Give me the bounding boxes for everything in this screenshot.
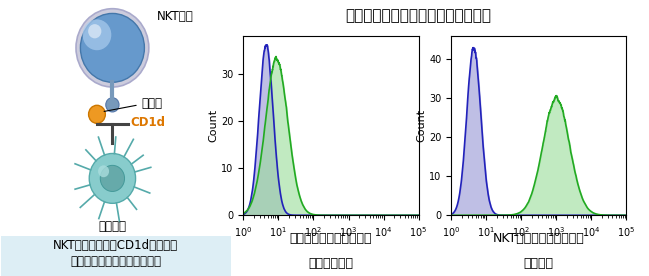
Circle shape	[82, 19, 112, 50]
Circle shape	[98, 165, 109, 177]
Text: CD1d: CD1d	[130, 116, 165, 129]
Y-axis label: Count: Count	[416, 109, 426, 142]
Text: 樹状細胞: 樹状細胞	[524, 257, 554, 270]
Circle shape	[100, 165, 125, 192]
Text: する樹状細胞: する樹状細胞	[308, 257, 354, 270]
Text: NKT細胞治療で使用する: NKT細胞治療で使用する	[493, 232, 585, 245]
Text: NKT細胞: NKT細胞	[157, 10, 194, 23]
Circle shape	[80, 14, 144, 82]
Text: 当院で使用する樹状細胞の使い分け: 当院で使用する樹状細胞の使い分け	[346, 8, 491, 23]
Text: 樹状細胞を用いることが重要: 樹状細胞を用いることが重要	[70, 255, 161, 268]
Circle shape	[76, 9, 149, 87]
Circle shape	[106, 98, 119, 112]
Text: 樹状細胞ワクチンで使用: 樹状細胞ワクチンで使用	[289, 232, 373, 245]
Circle shape	[90, 153, 136, 203]
Circle shape	[88, 24, 101, 38]
Text: 糖脂質: 糖脂質	[141, 97, 162, 110]
Text: NKT細胞療法ではCD1dを出した: NKT細胞療法ではCD1dを出した	[53, 239, 178, 252]
Y-axis label: Count: Count	[208, 109, 219, 142]
Text: 樹状細胞: 樹状細胞	[99, 220, 127, 233]
Circle shape	[88, 105, 105, 123]
